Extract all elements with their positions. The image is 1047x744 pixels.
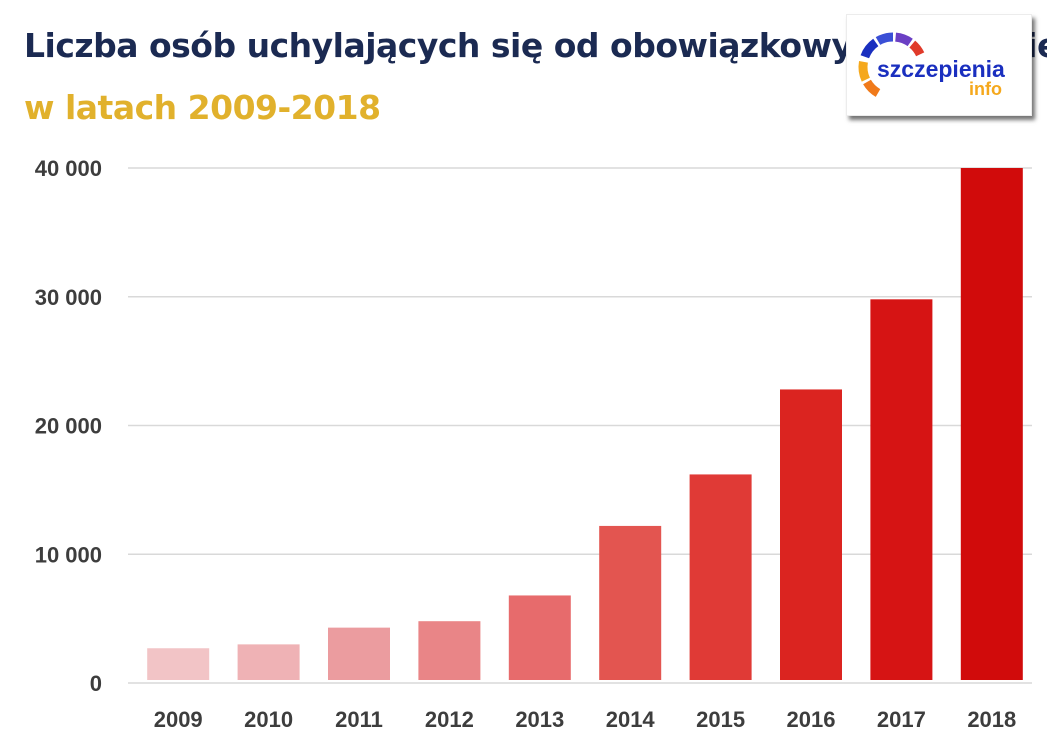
bar-2010	[237, 644, 300, 680]
bar-2016	[780, 389, 842, 680]
x-tick-label: 2017	[877, 707, 926, 732]
y-tick-label: 0	[90, 671, 102, 696]
bar-2015	[689, 474, 752, 680]
logo-text-sub: info	[969, 79, 1002, 99]
x-tick-label: 2009	[154, 707, 203, 732]
logo-text-main: szczepienia	[877, 56, 1005, 82]
bar-2014	[599, 525, 662, 680]
bar-2017	[870, 299, 933, 680]
x-tick-label: 2012	[425, 707, 474, 732]
y-tick-label: 10 000	[35, 542, 102, 567]
x-tick-label: 2011	[335, 707, 383, 732]
chart-bars	[147, 168, 1023, 680]
bar-2009	[147, 648, 210, 680]
x-tick-label: 2015	[696, 707, 745, 732]
logo-ring-segment	[863, 79, 881, 97]
y-tick-label: 40 000	[35, 156, 102, 181]
logo-ring-segment	[875, 32, 894, 46]
x-tick-label: 2018	[967, 707, 1016, 732]
bar-2012	[418, 621, 481, 680]
logo-ring-segment	[894, 32, 913, 47]
x-axis-ticks: 2009 2010 2011 2012 2013 2014 2015 2016 2017 2018	[154, 707, 1017, 732]
brand-logo: szczepienia info	[846, 14, 1032, 116]
y-tick-label: 30 000	[35, 285, 102, 310]
y-axis-ticks: 0 10 000 20 000 30 000 40 000	[35, 156, 102, 696]
bar-2013	[508, 595, 571, 680]
x-tick-label: 2014	[606, 707, 656, 732]
bar-2018	[960, 168, 1023, 680]
chart-subtitle: w latach 2009-2018	[24, 88, 381, 127]
bar-2011	[328, 627, 390, 680]
y-tick-label: 20 000	[35, 414, 102, 439]
x-tick-label: 2016	[787, 707, 836, 732]
logo-graphic: szczepienia info	[858, 32, 1005, 99]
logo-ring-segment	[860, 38, 879, 59]
x-tick-label: 2013	[515, 707, 564, 732]
logo-ring-segment	[909, 40, 925, 57]
x-tick-label: 2010	[244, 707, 293, 732]
logo-ring-segment	[858, 61, 870, 82]
logo-ring-icon	[858, 32, 925, 97]
